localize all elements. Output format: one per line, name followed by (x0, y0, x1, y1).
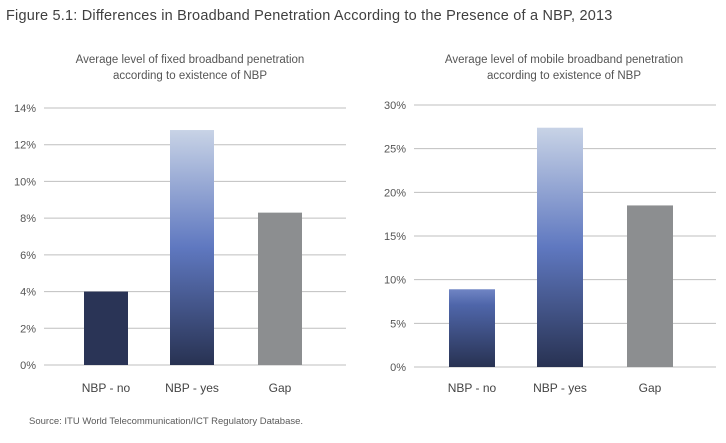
chart-subtitle-line: according to existence of NBP (487, 70, 641, 82)
figure-title: Figure 5.1: Differences in Broadband Pen… (6, 8, 613, 24)
y-tick-label: 0% (390, 362, 406, 374)
x-category-label: NBP - no (82, 381, 131, 395)
bar-nbp-no (449, 289, 495, 367)
source-note: Source: ITU World Telecommunication/ICT … (29, 416, 304, 427)
x-category-label: NBP - no (448, 381, 497, 395)
chart-subtitle-line: Average level of mobile broadband penetr… (445, 54, 683, 66)
chart-subtitle-line: according to existence of NBP (113, 70, 267, 82)
bar-gap (627, 205, 673, 367)
mobile-broadband-chart: Average level of mobile broadband penetr… (384, 54, 716, 395)
y-tick-label: 10% (14, 176, 36, 188)
fixed-broadband-chart: Average level of fixed broadband penetra… (14, 54, 346, 395)
y-tick-label: 12% (14, 140, 36, 152)
y-tick-label: 2% (20, 323, 36, 335)
y-tick-label: 20% (384, 187, 406, 199)
y-tick-label: 0% (20, 360, 36, 372)
chart-subtitle-line: Average level of fixed broadband penetra… (76, 54, 305, 66)
y-tick-label: 30% (384, 100, 406, 112)
x-category-label: Gap (639, 381, 662, 395)
bar-nbp-no (84, 291, 128, 365)
y-tick-label: 6% (20, 250, 36, 262)
y-tick-label: 4% (20, 287, 36, 299)
x-category-label: NBP - yes (533, 381, 587, 395)
y-tick-label: 5% (390, 318, 406, 330)
bar-gap (258, 212, 302, 365)
x-category-label: Gap (269, 381, 292, 395)
y-tick-label: 8% (20, 213, 36, 225)
bar-nbp-yes (170, 130, 214, 365)
bar-nbp-yes (537, 127, 583, 367)
y-tick-label: 10% (384, 275, 406, 287)
y-tick-label: 15% (384, 231, 406, 243)
y-tick-label: 14% (14, 103, 36, 115)
y-tick-label: 25% (384, 144, 406, 156)
x-category-label: NBP - yes (165, 381, 219, 395)
